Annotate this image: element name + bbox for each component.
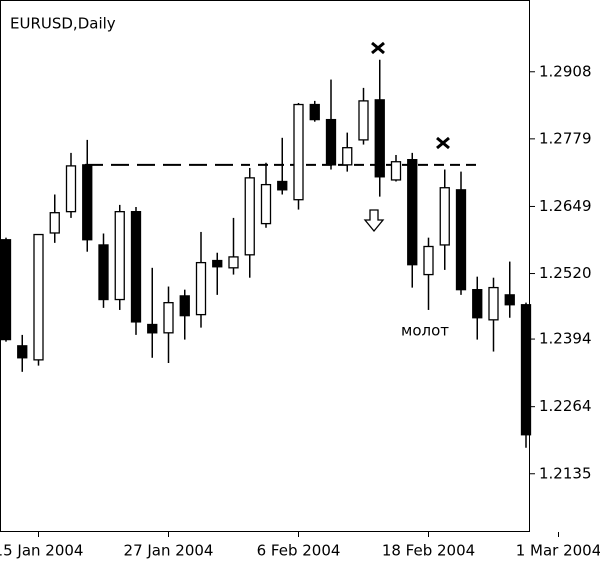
up-body — [114, 211, 125, 301]
x-tick-label: 6 Feb 2004 — [257, 542, 341, 560]
plot-frame — [0, 0, 530, 532]
down-body — [407, 159, 418, 266]
y-tick-label: 1.2264 — [539, 397, 592, 415]
chart-title: EURUSD,Daily — [10, 15, 116, 33]
up-body — [342, 147, 353, 166]
x-tick-label: 18 Feb 2004 — [382, 542, 475, 560]
y-tick-label: 1.2779 — [539, 129, 592, 147]
down-body — [179, 295, 190, 317]
down-body — [374, 99, 385, 178]
down-body — [455, 189, 467, 291]
x-tick-label: 15 Jan 2004 — [0, 542, 83, 560]
y-tick-label: 1.2135 — [539, 464, 592, 482]
x-tick-label: 1 Mar 2004 — [516, 542, 600, 560]
up-body — [195, 261, 207, 316]
up-body — [423, 245, 434, 276]
up-body — [488, 286, 499, 321]
y-tick-label: 1.2394 — [539, 330, 592, 348]
x-tick-label: 27 Jan 2004 — [124, 542, 214, 560]
down-body — [504, 294, 515, 306]
down-body — [130, 211, 142, 323]
down-body — [520, 304, 532, 436]
up-body — [49, 212, 60, 234]
cross-marker — [371, 41, 450, 150]
down-body — [212, 259, 223, 268]
up-body — [228, 256, 239, 269]
down-body — [309, 103, 320, 121]
y-tick-label: 1.2908 — [539, 62, 592, 80]
up-body — [390, 161, 402, 181]
up-body — [65, 165, 77, 213]
down-body — [98, 244, 109, 301]
down-body — [0, 239, 12, 341]
up-body — [163, 302, 174, 334]
down-body — [277, 180, 288, 191]
y-tick-label: 1.2520 — [539, 264, 592, 282]
down-body — [82, 164, 93, 241]
up-body — [439, 187, 450, 246]
up-body — [293, 103, 304, 201]
up-body — [244, 177, 255, 256]
down-arrow — [363, 209, 385, 233]
down-body — [472, 289, 483, 319]
y-tick-label: 1.2649 — [539, 197, 592, 215]
down-body — [325, 118, 337, 166]
up-body — [260, 183, 272, 225]
up-body — [358, 100, 369, 141]
up-body — [33, 233, 44, 361]
down-body — [147, 323, 158, 334]
annotation: молот — [401, 322, 449, 340]
down-body — [17, 345, 28, 359]
